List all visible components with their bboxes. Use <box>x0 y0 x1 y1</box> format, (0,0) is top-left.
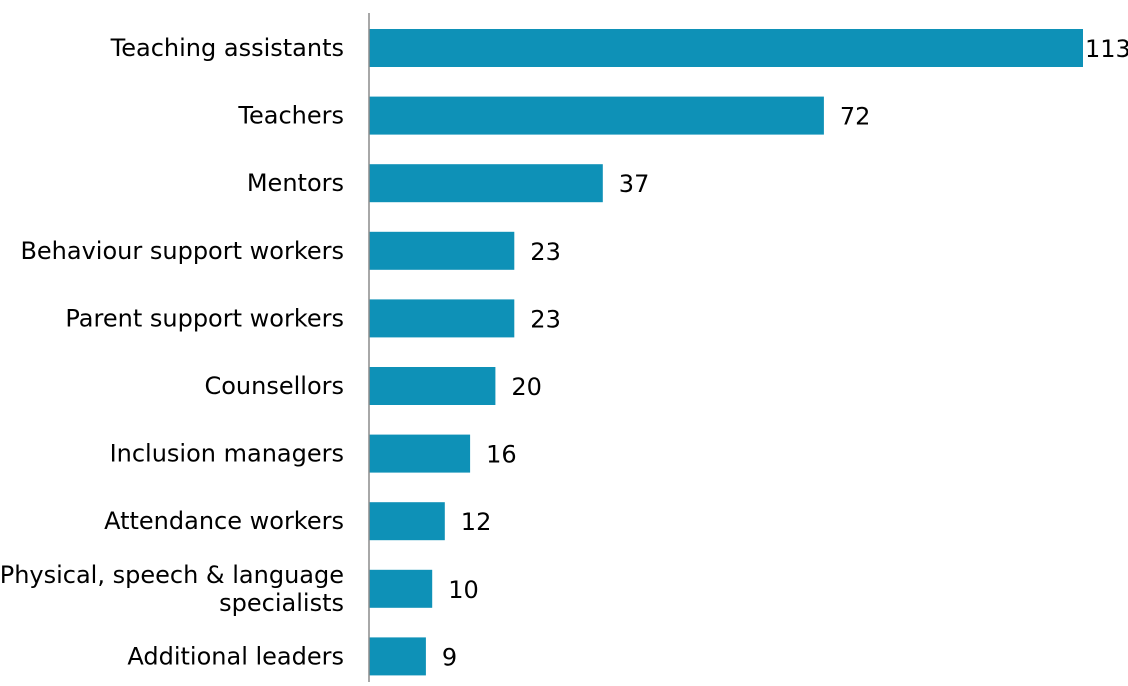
category-label-line: Counsellors <box>204 372 344 400</box>
category-label-additional-leaders: Additional leaders <box>127 642 344 670</box>
category-label-teachers: Teachers <box>237 102 344 130</box>
value-label-parent-support-workers: 23 <box>530 305 561 333</box>
category-label-attendance-workers: Attendance workers <box>104 507 344 535</box>
category-label-line: Attendance workers <box>104 507 344 535</box>
value-label-behaviour-support-workers: 23 <box>530 238 561 266</box>
category-label-physical-speech-and-language-specialists: Physical, speech & language specialists <box>0 561 344 617</box>
category-label-counsellors: Counsellors <box>204 372 344 400</box>
value-label-inclusion-managers: 16 <box>486 441 517 469</box>
bar-parent-support-workers <box>369 299 515 338</box>
value-label-counsellors: 20 <box>511 373 542 401</box>
category-label-line: Teachers <box>237 102 344 130</box>
bar-teaching-assistants <box>369 29 1083 67</box>
category-label-line: Additional leaders <box>127 642 344 670</box>
bar-mentors <box>369 164 603 203</box>
value-labels-layer: 113 72 37 23 23 20 16 12 10 9 <box>442 35 1128 671</box>
value-label-additional-leaders: 9 <box>442 643 457 671</box>
bars-layer <box>369 29 1083 676</box>
category-label-inclusion-managers: Inclusion managers <box>110 440 344 468</box>
category-label-line: Mentors <box>247 169 344 197</box>
bar-physical-speech-and-language-specialists <box>369 569 433 608</box>
category-label-line: Inclusion managers <box>110 440 344 468</box>
category-label-line: Physical, speech & language <box>0 561 344 589</box>
category-label-behaviour-support-workers: Behaviour support workers <box>20 237 344 265</box>
bar-inclusion-managers <box>369 434 471 473</box>
value-label-teachers: 72 <box>840 103 871 131</box>
category-label-mentors: Mentors <box>247 169 344 197</box>
category-label-line: Teaching assistants <box>110 34 344 62</box>
bar-additional-leaders <box>369 637 426 676</box>
category-labels-layer: Teaching assistants Teachers Mentors Behavi… <box>0 34 344 670</box>
category-label-teaching-assistants: Teaching assistants <box>110 34 344 62</box>
value-label-mentors: 37 <box>619 170 650 198</box>
category-label-line: Behaviour support workers <box>20 237 344 265</box>
category-label-parent-support-workers: Parent support workers <box>65 304 344 332</box>
value-label-teaching-assistants: 113 <box>1085 35 1128 63</box>
category-label-line: Parent support workers <box>65 304 344 332</box>
bar-counsellors <box>369 367 496 405</box>
bar-teachers <box>369 96 824 135</box>
bar-attendance-workers <box>369 502 445 541</box>
category-label-line: specialists <box>219 589 344 617</box>
bar-behaviour-support-workers <box>369 231 515 270</box>
value-label-physical-speech-and-language-specialists: 10 <box>448 576 479 604</box>
value-label-attendance-workers: 12 <box>461 508 492 536</box>
